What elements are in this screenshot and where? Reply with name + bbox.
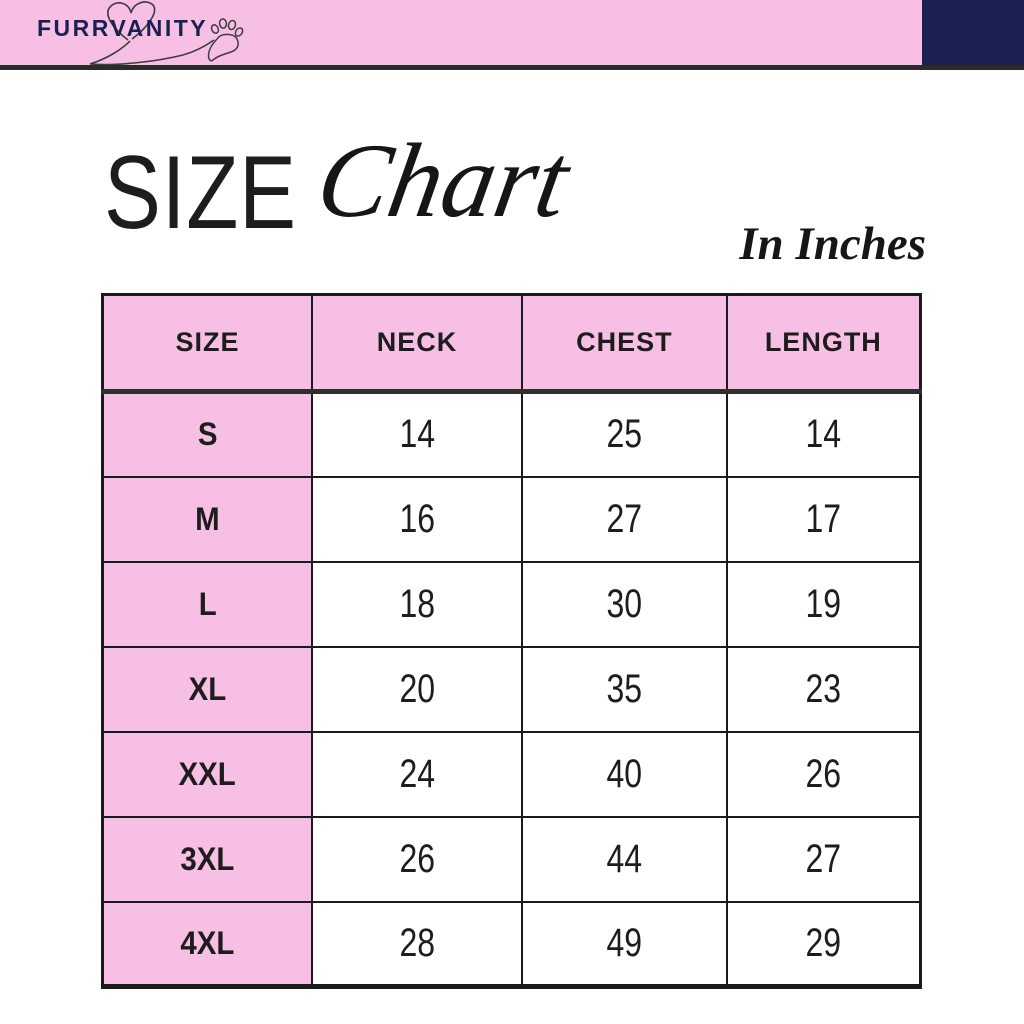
chest-value-cell: 44 (521, 815, 728, 903)
brand-name: FURRVANITY (37, 15, 209, 41)
length-value-cell: 19 (725, 560, 922, 648)
size-label-cell: S (101, 390, 313, 478)
column-header-neck: NECK (310, 293, 524, 394)
length-value-cell: 29 (725, 900, 922, 988)
size-label-cell: 3XL (101, 815, 313, 903)
neck-value-cell: 28 (310, 900, 524, 988)
neck-value-cell: 26 (310, 815, 524, 903)
neck-value-cell: 14 (310, 390, 524, 478)
table-row-m: M 16 27 17 (101, 475, 922, 563)
paw-print-icon (207, 18, 244, 62)
corner-accent-block (922, 0, 1024, 65)
column-header-chest: CHEST (521, 293, 728, 394)
brand-header: FURRVANITY (0, 0, 1024, 70)
table-header-row: SIZE NECK CHEST LENGTH (101, 293, 922, 394)
length-value-cell: 17 (725, 475, 922, 563)
unit-label: In Inches (739, 218, 926, 270)
size-label-cell: M (101, 475, 313, 563)
chest-value-cell: 40 (521, 730, 728, 818)
heart-swirl-icon (89, 1, 215, 66)
size-label-cell: 4XL (101, 900, 313, 988)
table-row-l: L 18 30 19 (101, 560, 922, 648)
size-label-cell: L (101, 560, 313, 648)
neck-value-cell: 16 (310, 475, 524, 563)
table-row-xl: XL 20 35 23 (101, 645, 922, 733)
chest-value-cell: 49 (521, 900, 728, 988)
chest-value-cell: 35 (521, 645, 728, 733)
chest-value-cell: 30 (521, 560, 728, 648)
table-row-4xl: 4XL 28 49 29 (101, 900, 922, 988)
page-title-size: SIZE (104, 135, 297, 251)
table-row-xxl: XXL 24 40 26 (101, 730, 922, 818)
size-chart-table: SIZE NECK CHEST LENGTH S 14 25 14 M 16 2… (101, 293, 922, 989)
length-value-cell: 23 (725, 645, 922, 733)
page-title-chart: Chart (309, 122, 578, 239)
chest-value-cell: 27 (521, 475, 728, 563)
length-value-cell: 14 (725, 390, 922, 478)
size-label-cell: XXL (101, 730, 313, 818)
size-label-cell: XL (101, 645, 313, 733)
neck-value-cell: 18 (310, 560, 524, 648)
column-header-size: SIZE (101, 293, 313, 394)
chest-value-cell: 25 (521, 390, 728, 478)
neck-value-cell: 24 (310, 730, 524, 818)
neck-value-cell: 20 (310, 645, 524, 733)
table-row-3xl: 3XL 26 44 27 (101, 815, 922, 903)
column-header-length: LENGTH (725, 293, 922, 394)
length-value-cell: 26 (725, 730, 922, 818)
table-row-s: S 14 25 14 (101, 390, 922, 478)
length-value-cell: 27 (725, 815, 922, 903)
